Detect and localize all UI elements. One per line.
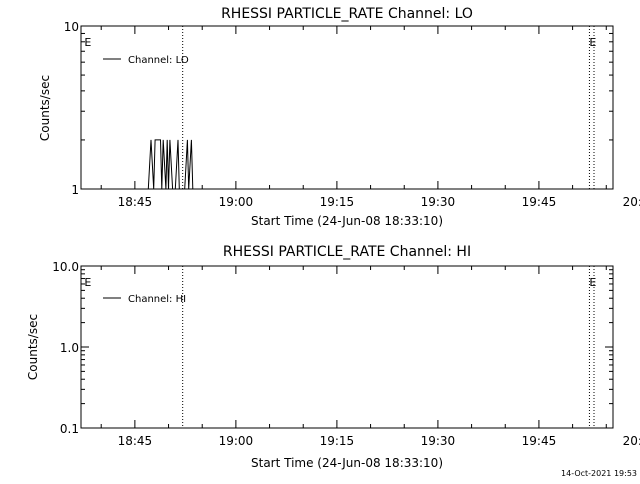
- x-tick-label-hi: 19:15: [320, 434, 355, 448]
- chart-title-hi: RHESSI PARTICLE_RATE Channel: HI: [223, 244, 471, 260]
- event-marker-lo: E: [84, 36, 91, 49]
- x-tick-label-lo: 18:45: [118, 195, 153, 209]
- legend-label-lo: Channel: LO: [128, 55, 189, 66]
- x-axis-label-lo: Start Time (24-Jun-08 18:33:10): [251, 214, 443, 228]
- event-marker-hi: E: [84, 276, 91, 289]
- x-tick-label-lo: 19:30: [421, 195, 456, 209]
- y-tick-label-lo: 10: [64, 20, 79, 34]
- x-tick-label-hi: 19:45: [522, 434, 557, 448]
- event-marker-lo: E: [589, 36, 596, 49]
- x-tick-label-lo: 19:00: [219, 195, 254, 209]
- y-tick-label-lo: 1: [71, 183, 79, 197]
- y-tick-label-hi: 0.1: [60, 422, 79, 436]
- y-tick-label-hi: 1.0: [60, 341, 79, 355]
- y-axis-label-lo: Counts/sec: [38, 75, 52, 141]
- series-line-lo: [145, 139, 194, 190]
- y-axis-label-hi: Counts/sec: [26, 314, 40, 380]
- event-marker-hi: E: [589, 276, 596, 289]
- x-tick-label-hi: 19:30: [421, 434, 456, 448]
- panel-lo: RHESSI PARTICLE_RATE Channel: LO Counts/…: [38, 6, 640, 228]
- x-tick-label-lo: 20:00: [623, 195, 640, 209]
- plot-frame-hi: [80, 265, 614, 429]
- footer-timestamp: 14-Oct-2021 19:53: [561, 469, 637, 478]
- x-tick-label-lo: 19:45: [522, 195, 557, 209]
- legend-label-hi: Channel: HI: [128, 294, 186, 305]
- x-tick-label-hi: 18:45: [118, 434, 153, 448]
- chart-title-lo: RHESSI PARTICLE_RATE Channel: LO: [221, 6, 473, 22]
- x-tick-label-hi: 20:00: [623, 434, 640, 448]
- x-axis-label-hi: Start Time (24-Jun-08 18:33:10): [251, 456, 443, 470]
- panel-hi: RHESSI PARTICLE_RATE Channel: HI Counts/…: [26, 244, 640, 470]
- y-tick-label-hi: 10.0: [52, 260, 79, 274]
- x-tick-label-hi: 19:00: [219, 434, 254, 448]
- x-tick-label-lo: 19:15: [320, 195, 355, 209]
- plot-frame-lo: [80, 25, 614, 190]
